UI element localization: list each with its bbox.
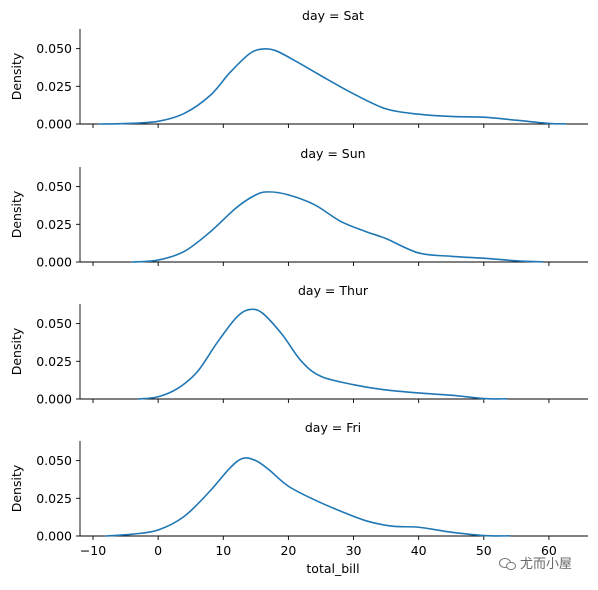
y-tick-label: 0.050 xyxy=(36,316,72,331)
kde-density-line xyxy=(98,47,567,125)
watermark: 尤而小屋 xyxy=(499,557,572,572)
facet-panel: day = Sun 0.000 0.025 0.050 Density xyxy=(9,146,588,270)
y-axis-label: Density xyxy=(9,52,24,100)
y-axis-label: Density xyxy=(9,464,24,512)
x-tick-label: 10 xyxy=(215,543,231,558)
y-tick-label: 0.000 xyxy=(36,255,72,270)
x-tick-label: 50 xyxy=(476,543,492,558)
y-tick-label: 0.050 xyxy=(36,41,72,56)
facet-title: day = Sat xyxy=(302,8,364,23)
x-tick-label: 30 xyxy=(346,543,362,558)
shared-x-axis: −10 0 10 20 30 40 50 60 total_bill xyxy=(80,543,557,576)
y-tick-label: 0.000 xyxy=(36,529,72,544)
y-tick-label: 0.050 xyxy=(36,179,72,194)
x-tick-label: 0 xyxy=(154,543,162,558)
kde-density-line xyxy=(131,191,544,263)
x-axis-label: total_bill xyxy=(306,561,359,576)
y-tick-label: 0.000 xyxy=(36,117,72,132)
facet-title: day = Sun xyxy=(300,146,365,161)
facet-panel: day = Fri 0.000 0.025 0.050 Density xyxy=(9,420,588,544)
y-tick-label: 0.025 xyxy=(36,354,72,369)
x-tick-label: 20 xyxy=(280,543,296,558)
kde-density-line xyxy=(137,308,508,400)
facet-title: day = Thur xyxy=(298,283,369,298)
facet-title: day = Fri xyxy=(305,420,361,435)
y-axis-label: Density xyxy=(9,327,24,375)
y-tick-label: 0.000 xyxy=(36,392,72,407)
facet-panel: day = Thur 0.000 0.025 0.050 Density xyxy=(9,283,588,407)
kde-density-line xyxy=(105,457,511,537)
x-tick-label: 60 xyxy=(541,543,557,558)
facet-panel: day = Sat 0.000 0.025 0.050 Density xyxy=(9,8,588,132)
watermark-text: 尤而小屋 xyxy=(520,557,572,572)
y-tick-label: 0.025 xyxy=(36,79,72,94)
x-tick-label: 40 xyxy=(411,543,427,558)
y-tick-label: 0.025 xyxy=(36,217,72,232)
y-axis-label: Density xyxy=(9,190,24,238)
wechat-icon xyxy=(499,558,516,571)
y-tick-label: 0.050 xyxy=(36,453,72,468)
x-tick-label: −10 xyxy=(80,543,106,558)
y-tick-label: 0.025 xyxy=(36,491,72,506)
